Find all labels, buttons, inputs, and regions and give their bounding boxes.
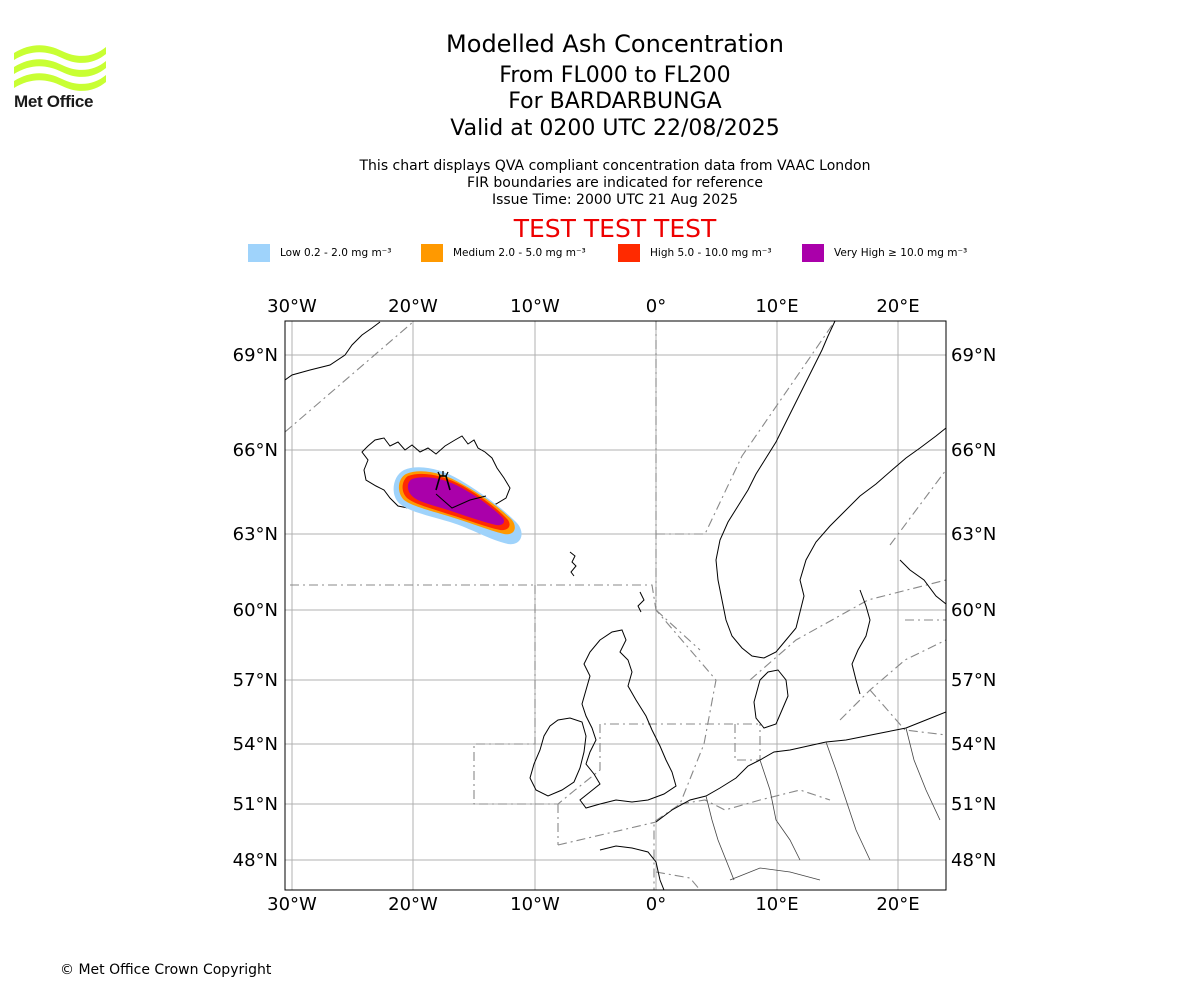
subtitle-fir-note: FIR boundaries are indicated for referen… bbox=[467, 175, 763, 191]
test-banner: TEST TEST TEST bbox=[513, 214, 717, 243]
lat-tick-label: 60°N bbox=[951, 600, 996, 621]
legend-label-high: High 5.0 - 10.0 mg m⁻³ bbox=[650, 247, 772, 259]
graticule bbox=[285, 321, 946, 890]
lon-tick-label: 0° bbox=[646, 894, 666, 915]
lon-tick-label: 0° bbox=[646, 296, 666, 317]
copyright-notice: © Met Office Crown Copyright bbox=[60, 962, 272, 978]
iceland-interior-line bbox=[435, 493, 487, 509]
lat-tick-label: 48°N bbox=[233, 850, 278, 871]
lat-tick-label: 63°N bbox=[951, 524, 996, 545]
lon-tick-label: 30°W bbox=[267, 296, 317, 317]
map-background bbox=[285, 321, 946, 890]
lat-tick-label: 66°N bbox=[951, 440, 996, 461]
met-office-logo-icon bbox=[14, 45, 106, 91]
legend-label-medium: Medium 2.0 - 5.0 mg m⁻³ bbox=[453, 247, 586, 259]
lon-tick-label: 20°W bbox=[388, 894, 438, 915]
coastlines bbox=[285, 321, 946, 890]
legend-swatch-low bbox=[248, 244, 270, 262]
plume-very-high bbox=[407, 477, 505, 526]
lat-tick-label: 66°N bbox=[233, 440, 278, 461]
lat-tick-label: 60°N bbox=[233, 600, 278, 621]
lat-tick-label: 57°N bbox=[951, 670, 996, 691]
lat-tick-label: 51°N bbox=[951, 794, 996, 815]
legend-swatch-medium bbox=[421, 244, 443, 262]
volcano-name: For BARDARBUNGA bbox=[508, 89, 722, 114]
flight-level-range: From FL000 to FL200 bbox=[499, 63, 731, 88]
lat-tick-label: 54°N bbox=[951, 734, 996, 755]
lat-tick-label: 57°N bbox=[233, 670, 278, 691]
lon-tick-label: 10°W bbox=[510, 296, 560, 317]
lat-tick-label: 69°N bbox=[233, 345, 278, 366]
logo-text: Met Office bbox=[14, 92, 94, 111]
lon-ticks-bottom: 30°W 20°W 10°W 0° 10°E 20°E bbox=[267, 894, 919, 915]
volcano-icon bbox=[435, 471, 451, 491]
lon-tick-label: 20°W bbox=[388, 296, 438, 317]
issue-time: Issue Time: 2000 UTC 21 Aug 2025 bbox=[491, 192, 739, 208]
lon-tick-label: 10°E bbox=[755, 296, 798, 317]
legend-label-very-high: Very High ≥ 10.0 mg m⁻³ bbox=[834, 247, 968, 259]
legend-label-low: Low 0.2 - 2.0 mg m⁻³ bbox=[280, 247, 392, 259]
lon-tick-label: 10°E bbox=[755, 894, 798, 915]
subtitle-description: This chart displays QVA compliant concen… bbox=[359, 158, 871, 174]
lat-tick-label: 63°N bbox=[233, 524, 278, 545]
lat-tick-label: 51°N bbox=[233, 794, 278, 815]
lon-tick-label: 30°W bbox=[267, 894, 317, 915]
lat-tick-label: 54°N bbox=[233, 734, 278, 755]
lat-ticks-left: 69°N 66°N 63°N 60°N 57°N 54°N 51°N 48°N bbox=[233, 345, 278, 871]
lat-ticks-right: 69°N 66°N 63°N 60°N 57°N 54°N 51°N 48°N bbox=[951, 345, 996, 871]
lon-tick-label: 10°W bbox=[510, 894, 560, 915]
lat-tick-label: 48°N bbox=[951, 850, 996, 871]
lon-tick-label: 20°E bbox=[876, 894, 919, 915]
lat-tick-label: 69°N bbox=[951, 345, 996, 366]
legend-swatch-high bbox=[618, 244, 640, 262]
lon-tick-label: 20°E bbox=[876, 296, 919, 317]
lon-ticks-top: 30°W 20°W 10°W 0° 10°E 20°E bbox=[267, 296, 919, 317]
valid-time: Valid at 0200 UTC 22/08/2025 bbox=[450, 116, 780, 141]
legend-swatch-very-high bbox=[802, 244, 824, 262]
fir-boundaries bbox=[285, 321, 946, 890]
map-frame bbox=[284, 320, 947, 891]
chart-title: Modelled Ash Concentration bbox=[446, 30, 784, 58]
